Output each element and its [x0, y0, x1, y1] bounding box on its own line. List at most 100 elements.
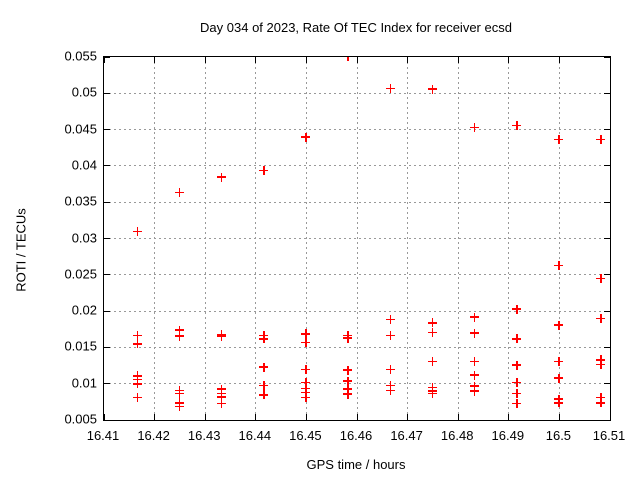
y-gridline — [104, 92, 610, 94]
y-tick-label: 0.025 — [64, 266, 97, 282]
data-point-marker — [469, 356, 479, 366]
data-point-marker — [259, 362, 269, 372]
x-tick-mark — [356, 414, 358, 420]
y-tick-mark — [104, 129, 110, 131]
y-gridline — [104, 310, 610, 312]
x-tick-mark — [305, 414, 307, 420]
x-tick-mark — [154, 57, 156, 63]
x-tick-mark — [204, 414, 206, 420]
y-tick-mark — [604, 274, 610, 276]
x-tick-mark — [104, 57, 105, 63]
y-tick-mark — [104, 92, 110, 94]
data-point-marker — [427, 388, 437, 398]
x-tick-label: 16.42 — [137, 428, 170, 443]
data-point-marker — [469, 381, 479, 391]
x-tick-mark — [508, 57, 510, 63]
data-point-marker — [216, 399, 226, 409]
x-tick-label: 16.46 — [339, 428, 373, 443]
y-tick-mark — [104, 383, 110, 385]
y-gridline — [104, 165, 610, 167]
x-tick-label: 16.44 — [238, 428, 272, 443]
data-point-marker — [343, 57, 353, 61]
y-gridline — [104, 274, 610, 276]
y-gridline — [104, 346, 610, 348]
x-tick-mark — [457, 57, 459, 63]
data-point-marker — [174, 388, 184, 398]
data-point-marker — [301, 329, 311, 339]
y-gridline — [104, 129, 610, 131]
data-point-marker — [512, 120, 522, 130]
y-tick-mark — [104, 274, 110, 276]
x-tick-label: 16.49 — [491, 428, 525, 443]
data-point-marker — [427, 327, 437, 337]
data-point-marker — [596, 359, 606, 369]
data-point-marker — [259, 380, 269, 390]
data-point-marker — [596, 314, 606, 324]
data-point-marker — [301, 377, 311, 387]
data-point-marker — [259, 390, 269, 400]
data-point-marker — [301, 364, 311, 374]
x-tick-mark — [204, 57, 206, 63]
y-tick-mark — [604, 310, 610, 312]
data-point-marker — [343, 365, 353, 375]
y-tick-mark — [104, 201, 110, 203]
data-point-marker — [385, 83, 395, 93]
data-point-marker — [427, 318, 437, 328]
data-point-marker — [301, 338, 311, 348]
data-point-marker — [596, 134, 606, 144]
y-tick-mark — [104, 57, 110, 58]
data-point-marker — [216, 392, 226, 402]
data-point-marker — [132, 330, 142, 340]
data-point-marker — [554, 373, 564, 383]
data-point-marker — [427, 84, 437, 94]
data-point-marker — [174, 187, 184, 197]
x-tick-label: 16.47 — [390, 428, 423, 443]
y-tick-mark — [604, 201, 610, 203]
data-point-marker — [469, 386, 479, 396]
data-point-marker — [343, 333, 353, 343]
data-point-marker — [469, 123, 479, 133]
data-point-marker — [259, 165, 269, 175]
y-tick-mark — [104, 165, 110, 167]
data-point-marker — [385, 364, 395, 374]
x-tick-label: 16.43 — [187, 428, 221, 443]
x-tick-mark — [609, 57, 610, 63]
data-point-marker — [554, 261, 564, 271]
x-tick-label: 16.5 — [545, 428, 572, 443]
x-tick-mark — [154, 414, 156, 420]
data-point-marker — [512, 388, 522, 398]
x-axis-title: GPS time / hours — [306, 457, 406, 472]
x-tick-mark — [457, 414, 459, 420]
data-point-marker — [554, 356, 564, 366]
data-point-marker — [132, 393, 142, 403]
y-tick-mark — [604, 92, 610, 94]
x-tick-mark — [407, 57, 409, 63]
y-gridline — [104, 201, 610, 203]
data-point-marker — [554, 134, 564, 144]
y-tick-mark — [104, 238, 110, 239]
x-tick-mark — [255, 57, 257, 63]
x-tick-mark — [609, 414, 610, 420]
y-tick-label: 0.02 — [71, 302, 97, 318]
data-point-marker — [343, 389, 353, 399]
data-point-marker — [259, 334, 269, 344]
y-gridline — [104, 238, 610, 239]
chart-title: Day 034 of 2023, Rate Of TEC Index for r… — [200, 20, 512, 35]
data-point-marker — [512, 360, 522, 370]
y-gridline — [104, 383, 610, 385]
x-tick-mark — [558, 57, 560, 63]
data-point-marker — [512, 399, 522, 409]
data-point-marker — [216, 172, 226, 182]
plot-area — [103, 56, 611, 421]
y-tick-label: 0.05 — [71, 84, 97, 100]
y-tick-label: 0.045 — [64, 121, 97, 137]
y-tick-mark — [604, 129, 610, 131]
data-point-marker — [512, 377, 522, 387]
data-point-marker — [301, 393, 311, 403]
data-point-marker — [385, 380, 395, 390]
data-point-marker — [385, 314, 395, 324]
data-point-marker — [469, 312, 479, 322]
data-point-marker — [596, 398, 606, 408]
data-point-marker — [469, 370, 479, 380]
